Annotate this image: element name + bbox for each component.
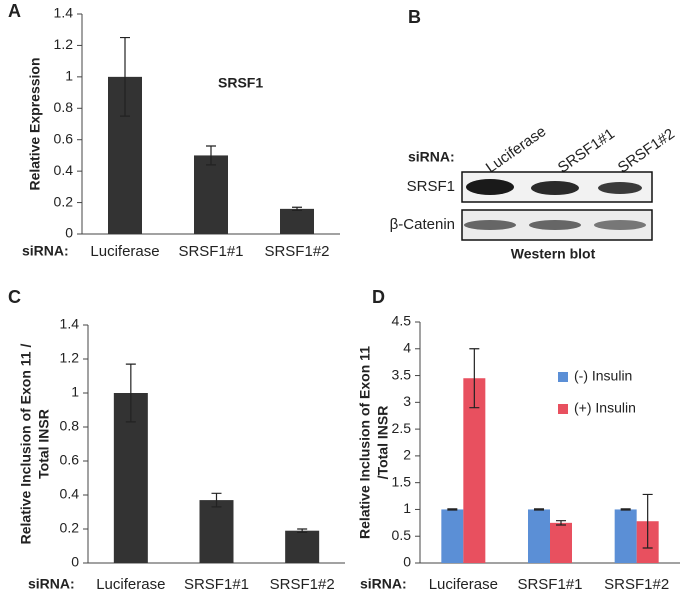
error-bar <box>297 528 308 533</box>
y-tick-label: 1.4 <box>54 5 74 21</box>
y-tick-label: 3.5 <box>392 366 412 382</box>
legend-label: (+) Insulin <box>574 400 636 416</box>
legend-label: (-) Insulin <box>574 368 632 384</box>
x-tick-label: SRSF1#1 <box>184 576 249 593</box>
y-axis-label: Relative Expression <box>27 57 43 190</box>
error-bar <box>125 363 136 423</box>
legend-swatch <box>558 372 568 382</box>
y-tick-label: 2 <box>403 447 411 463</box>
panel-label: A <box>8 1 21 21</box>
x-tick-label: SRSF1#1 <box>517 576 582 593</box>
y-tick-label: 1 <box>65 68 73 84</box>
x-tick-label: Luciferase <box>90 243 159 260</box>
y-tick-label: 0.8 <box>60 418 80 434</box>
blot-lane: SRSF1#2 <box>615 125 678 176</box>
y-tick-label: 0 <box>403 554 411 570</box>
bar <box>194 155 228 234</box>
blot-row: SRSF1 <box>407 178 455 195</box>
y-tick-label: 1 <box>403 500 411 516</box>
blot-caption: Western blot <box>511 246 596 262</box>
y-axis-label: Relative Inclusion of Exon 11 / <box>18 344 34 545</box>
blot-row-label: siRNA: <box>408 149 455 165</box>
error-bar <box>642 493 653 549</box>
error-bar <box>292 206 302 212</box>
y-tick-label: 0.4 <box>60 486 80 502</box>
error-bar <box>120 36 130 117</box>
blot-image <box>461 171 653 241</box>
y-tick-label: 3 <box>403 393 411 409</box>
y-tick-label: 4.5 <box>392 313 412 329</box>
annotation: SRSF1 <box>218 75 263 91</box>
y-tick-label: 0.2 <box>54 193 74 209</box>
bar <box>550 522 572 563</box>
x-tick-label: SRSF1#2 <box>264 243 329 260</box>
y-tick-label: 0 <box>71 554 79 570</box>
bar <box>528 509 550 563</box>
panel-label: B <box>408 7 421 27</box>
bar <box>441 509 464 563</box>
error-bar <box>206 145 216 166</box>
x-tick-label: SRSF1#2 <box>604 576 669 593</box>
y-tick-label: 0.5 <box>392 527 412 543</box>
y-tick-label: 1.2 <box>54 36 74 52</box>
bar <box>463 378 486 563</box>
y-tick-label: 0.6 <box>54 130 74 146</box>
x-tick-label: Luciferase <box>96 576 165 593</box>
y-axis-label: /Total INSR <box>375 406 391 480</box>
y-tick-label: 1 <box>71 384 79 400</box>
blot-lane: Luciferase <box>483 123 549 177</box>
bar <box>285 530 320 563</box>
x-tick-label: SRSF1#2 <box>270 576 335 593</box>
y-tick-label: 1.2 <box>60 350 80 366</box>
x-tick-label: SRSF1#1 <box>178 243 243 260</box>
y-tick-label: 1.4 <box>60 316 80 332</box>
y-tick-label: 4 <box>403 339 411 355</box>
y-tick-label: 0.2 <box>60 520 80 536</box>
y-tick-label: 0.4 <box>54 162 74 178</box>
error-bar <box>620 508 631 511</box>
y-tick-label: 0 <box>65 225 73 241</box>
blot-row: β-Catenin <box>390 216 455 233</box>
y-tick-label: 2.5 <box>392 420 412 436</box>
error-bar <box>211 492 222 508</box>
error-bar <box>469 348 480 409</box>
error-bar <box>447 508 458 511</box>
bar <box>280 208 314 234</box>
error-bar <box>534 508 544 511</box>
x-tick-label: Luciferase <box>429 576 498 593</box>
panel-label: C <box>8 287 21 307</box>
y-axis-label: Relative Inclusion of Exon 11 <box>357 346 373 539</box>
error-bar <box>556 520 566 526</box>
panel-label: D <box>372 287 385 307</box>
x-prefix: siRNA: <box>22 243 69 259</box>
x-prefix: siRNA: <box>360 576 407 592</box>
y-tick-label: 0.8 <box>54 99 74 115</box>
legend-swatch <box>558 404 568 414</box>
bar <box>614 509 637 563</box>
y-axis-label: Total INSR <box>36 409 52 479</box>
blot-lane: SRSF1#1 <box>555 125 618 176</box>
bar <box>199 500 234 563</box>
y-tick-label: 1.5 <box>392 473 412 489</box>
y-tick-label: 0.6 <box>60 452 80 468</box>
x-prefix: siRNA: <box>28 576 75 592</box>
